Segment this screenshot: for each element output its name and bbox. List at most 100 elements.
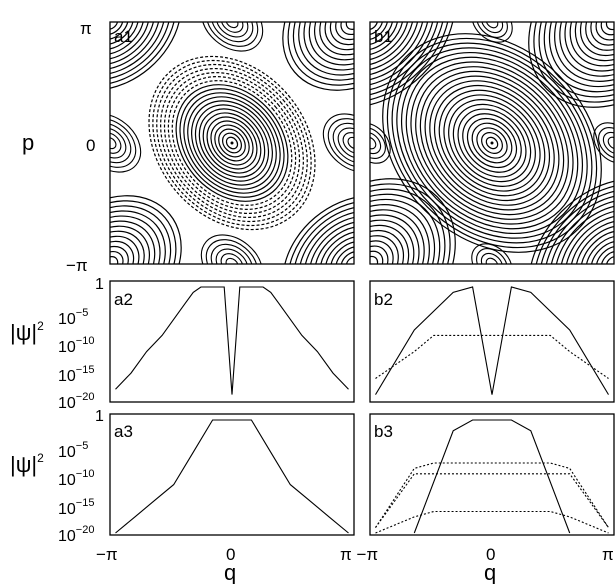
orbit-10 <box>187 96 277 190</box>
corner-orbit-30 <box>110 22 166 76</box>
panel-b2-frame <box>369 280 615 403</box>
corner-orbit-63 <box>329 240 354 264</box>
edge-orbit-96 <box>370 131 382 155</box>
corner-orbit-80 <box>559 209 614 264</box>
edge-orbit-87 <box>110 127 127 159</box>
edge-orbit-102 <box>593 122 614 164</box>
corner-orbit-44 <box>292 22 354 81</box>
corner-orbit-67 <box>370 193 441 264</box>
ytick-pi: π <box>80 19 92 38</box>
orbit-11 <box>183 92 281 194</box>
orbit-1 <box>221 132 243 154</box>
ylabel-p: p <box>22 130 34 155</box>
edge-orbit-77 <box>205 22 259 47</box>
corner-orbit-45 <box>287 22 354 86</box>
corner-orbit-21 <box>110 22 119 30</box>
panel-a1-orbits <box>110 22 354 264</box>
corner-orbit-66 <box>313 225 354 264</box>
corner-orbit-33 <box>370 22 430 82</box>
orbit-14 <box>419 70 565 216</box>
orbit-22 <box>382 33 602 253</box>
edge-orbit-85 <box>110 136 117 150</box>
corner-orbit-31 <box>110 22 172 81</box>
corner-orbit-35 <box>340 22 354 36</box>
edge-orbit-94 <box>471 243 513 264</box>
corner-orbit-31 <box>370 22 420 72</box>
ytick-e5: 10−5 <box>58 440 88 461</box>
ytick-1: 1 <box>95 408 104 425</box>
orbit-7 <box>452 103 532 183</box>
curve-b3-series-0 <box>413 419 571 534</box>
corner-orbit-42 <box>590 22 614 46</box>
corner-orbit-57 <box>370 245 389 264</box>
orbit-3 <box>214 124 250 162</box>
orbit-9 <box>191 100 273 186</box>
edge-orbit-75 <box>215 22 249 38</box>
corner-orbit-27 <box>370 22 399 51</box>
corner-orbit-74 <box>590 240 614 264</box>
panel-label-a2: a2 <box>114 290 133 309</box>
corner-orbit-55 <box>370 255 379 264</box>
orbit-5 <box>462 113 522 173</box>
corner-orbit-66 <box>370 198 436 264</box>
corner-orbit-51 <box>110 235 140 264</box>
corner-orbit-83 <box>543 193 614 264</box>
corner-orbit-39 <box>605 22 614 31</box>
corner-orbit-70 <box>370 178 456 264</box>
corner-orbit-32 <box>110 22 177 86</box>
corner-orbit-54 <box>528 22 614 108</box>
corner-orbit-35 <box>370 22 441 93</box>
corner-orbit-52 <box>538 22 614 98</box>
corner-orbit-61 <box>370 224 410 264</box>
corner-orbit-47 <box>110 256 119 264</box>
orbit-18 <box>400 51 584 235</box>
edge-orbit-73 <box>225 22 239 29</box>
corner-orbit-29 <box>370 22 410 62</box>
edge-orbit-99 <box>607 136 614 150</box>
corner-orbit-52 <box>110 230 145 264</box>
edge-orbit-88 <box>480 22 504 34</box>
corner-orbit-63 <box>370 214 420 264</box>
corner-orbit-79 <box>564 214 614 264</box>
corner-orbit-71 <box>605 255 614 264</box>
corner-orbit-53 <box>533 22 614 103</box>
edge-orbit-78 <box>200 22 264 52</box>
corner-orbit-25 <box>370 22 389 41</box>
edge-orbit-89 <box>476 22 508 38</box>
corner-orbit-32 <box>370 22 425 77</box>
corner-orbit-77 <box>574 224 614 264</box>
corner-orbit-84 <box>538 188 614 264</box>
orbit-0 <box>485 136 499 150</box>
corner-orbit-49 <box>110 245 129 264</box>
corner-orbit-25 <box>110 22 140 51</box>
corner-orbit-26 <box>110 22 145 56</box>
orbit-1 <box>481 132 503 154</box>
corner-orbit-62 <box>370 219 415 264</box>
center-point <box>490 141 494 145</box>
orbit-8 <box>448 99 536 187</box>
corner-orbit-73 <box>595 245 614 264</box>
corner-orbit-45 <box>574 22 614 62</box>
edge-orbit-90 <box>471 22 513 43</box>
corner-orbit-43 <box>298 22 354 76</box>
edge-orbit-84 <box>200 234 264 264</box>
corner-orbit-30 <box>370 22 415 67</box>
edge-orbit-94 <box>332 122 354 164</box>
corner-orbit-50 <box>548 22 614 88</box>
edge-orbit-97 <box>370 127 386 159</box>
panel-a3-frame <box>109 413 355 536</box>
orbit-14 <box>171 80 293 206</box>
edge-orbit-95 <box>327 118 354 168</box>
edge-orbit-79 <box>225 257 239 264</box>
panel-label-a1: a1 <box>114 27 133 46</box>
xtick-right-zero: 0 <box>486 545 495 564</box>
edge-orbit-74 <box>220 22 244 33</box>
edge-orbit-88 <box>110 122 132 164</box>
curve-b3-series-2 <box>375 473 609 528</box>
corner-orbit-57 <box>110 205 172 264</box>
orbit-16 <box>163 72 301 214</box>
corner-orbit-48 <box>559 22 614 77</box>
corner-orbit-41 <box>308 22 354 66</box>
orbit-12 <box>429 80 555 206</box>
